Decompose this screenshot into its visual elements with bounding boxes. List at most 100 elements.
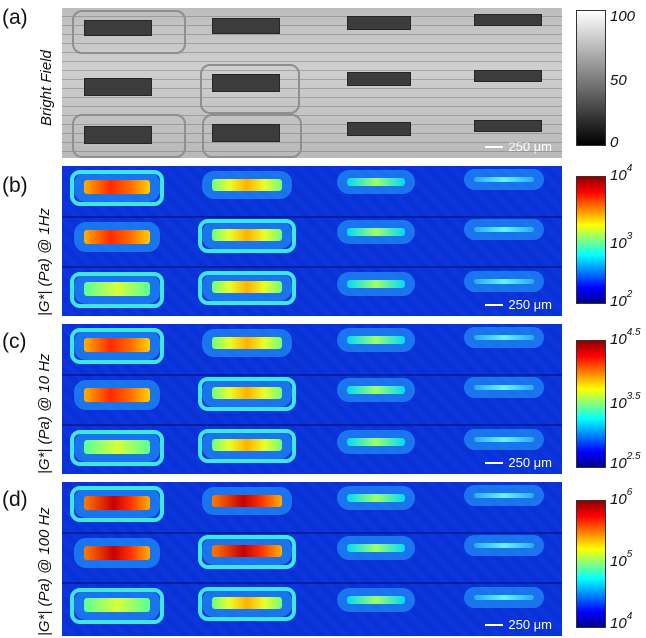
chamber-outline [70, 486, 164, 522]
scan-line [62, 142, 562, 143]
stiff-core [212, 597, 282, 609]
microtissue [212, 18, 280, 34]
stiff-core [347, 544, 405, 552]
stiff-core [212, 439, 282, 451]
modulus-map-1hz: 250 μm [62, 166, 562, 316]
row-divider [62, 424, 562, 426]
microtissue [347, 122, 411, 136]
panel-c-ylabel: |G*| (Pa) @ 10 Hz [36, 353, 53, 474]
row-divider [62, 266, 562, 268]
stiff-core [347, 596, 405, 604]
scan-line [62, 70, 562, 71]
chamber-outline [70, 272, 164, 308]
chamber-outline [198, 429, 296, 463]
stiff-core [212, 337, 282, 349]
panel-b-ylabel: |G*| (Pa) @ 1Hz [36, 207, 53, 316]
colorbar-d-tick-mid: 105 [610, 549, 633, 570]
stiff-core [84, 338, 150, 352]
colorbar-c [576, 340, 606, 468]
scan-line [62, 16, 562, 17]
scan-line [62, 43, 562, 44]
stiff-core [212, 495, 282, 507]
colorbar-a-tick-mid: 50 [610, 72, 627, 89]
scan-line [62, 34, 562, 35]
stiff-core [84, 388, 150, 402]
microtissue [474, 14, 542, 26]
colorbar-c-tick-top: 104.5 [610, 327, 641, 348]
stiff-core [347, 438, 405, 446]
colorbar-d [576, 500, 606, 628]
row-divider [62, 582, 562, 584]
stiff-core [84, 282, 150, 296]
scan-line [62, 88, 562, 89]
chamber-outline [70, 328, 164, 364]
chamber-outline [72, 114, 186, 158]
scale-bar-label: 250 μm [508, 139, 552, 154]
microtissue [474, 70, 542, 82]
row-divider [62, 532, 562, 534]
colorbar-a [576, 10, 606, 146]
scale-bar: 250 μm [485, 297, 552, 312]
scale-bar: 250 μm [485, 455, 552, 470]
colorbar-b-tick-mid: 103 [610, 231, 633, 252]
stiff-core [474, 543, 534, 548]
stiff-core [212, 229, 282, 241]
bright-field-image: 250 μm [62, 8, 562, 158]
scan-line [62, 52, 562, 53]
scale-bar-label: 250 μm [508, 617, 552, 632]
stiff-core [84, 546, 150, 560]
scale-bar-label: 250 μm [508, 455, 552, 470]
stiff-core [474, 335, 534, 340]
colorbar-c-tick-mid: 103.5 [610, 391, 641, 412]
stiff-core [474, 227, 534, 232]
colorbar-a-tick-bottom: 0 [610, 134, 619, 151]
scan-line [62, 61, 562, 62]
chamber-outline [200, 64, 300, 114]
row-divider [62, 374, 562, 376]
scan-line [62, 25, 562, 26]
stiff-core [347, 494, 405, 502]
panel-a-ylabel: Bright Field [38, 50, 55, 126]
chamber-outline [70, 170, 164, 206]
scan-line [62, 124, 562, 125]
colorbar-c-tick-bottom: 102.5 [610, 451, 641, 472]
colorbar-b-tick-top: 104 [610, 163, 633, 184]
scan-line [62, 151, 562, 152]
stiff-core [347, 228, 405, 236]
stiff-core [474, 385, 534, 390]
chamber-outline [198, 377, 296, 411]
stiff-core [474, 437, 534, 442]
stiff-core [84, 230, 150, 244]
chamber-outline [70, 588, 164, 624]
stiff-core [347, 336, 405, 344]
chamber-outline [198, 271, 296, 305]
panel-d-ylabel: |G*| (Pa) @ 100 Hz [36, 507, 53, 636]
chamber-outline [198, 587, 296, 621]
stiff-core [474, 177, 534, 182]
colorbar-d-tick-top: 106 [610, 487, 633, 508]
stiff-core [474, 493, 534, 498]
stiff-core [212, 179, 282, 191]
panel-d-letter: (d) [2, 488, 28, 511]
chamber-outline [72, 10, 186, 54]
chamber-outline [198, 219, 296, 253]
chamber-outline [202, 114, 302, 158]
scale-bar-label: 250 μm [508, 297, 552, 312]
microtissue [347, 72, 411, 86]
chamber-outline [70, 430, 164, 466]
colorbar-b-tick-bottom: 102 [610, 289, 633, 310]
colorbar-b [576, 176, 606, 304]
scale-bar: 250 μm [485, 139, 552, 154]
stiff-core [212, 387, 282, 399]
panel-b-letter: (b) [2, 174, 28, 197]
microtissue [347, 16, 411, 30]
microtissue [212, 124, 280, 142]
microtissue [84, 126, 152, 144]
scan-line [62, 133, 562, 134]
row-divider [62, 216, 562, 218]
microtissue [84, 78, 152, 96]
colorbar-d-tick-bottom: 104 [610, 611, 633, 632]
stiff-core [347, 178, 405, 186]
scan-line [62, 115, 562, 116]
microtissue [212, 74, 280, 92]
